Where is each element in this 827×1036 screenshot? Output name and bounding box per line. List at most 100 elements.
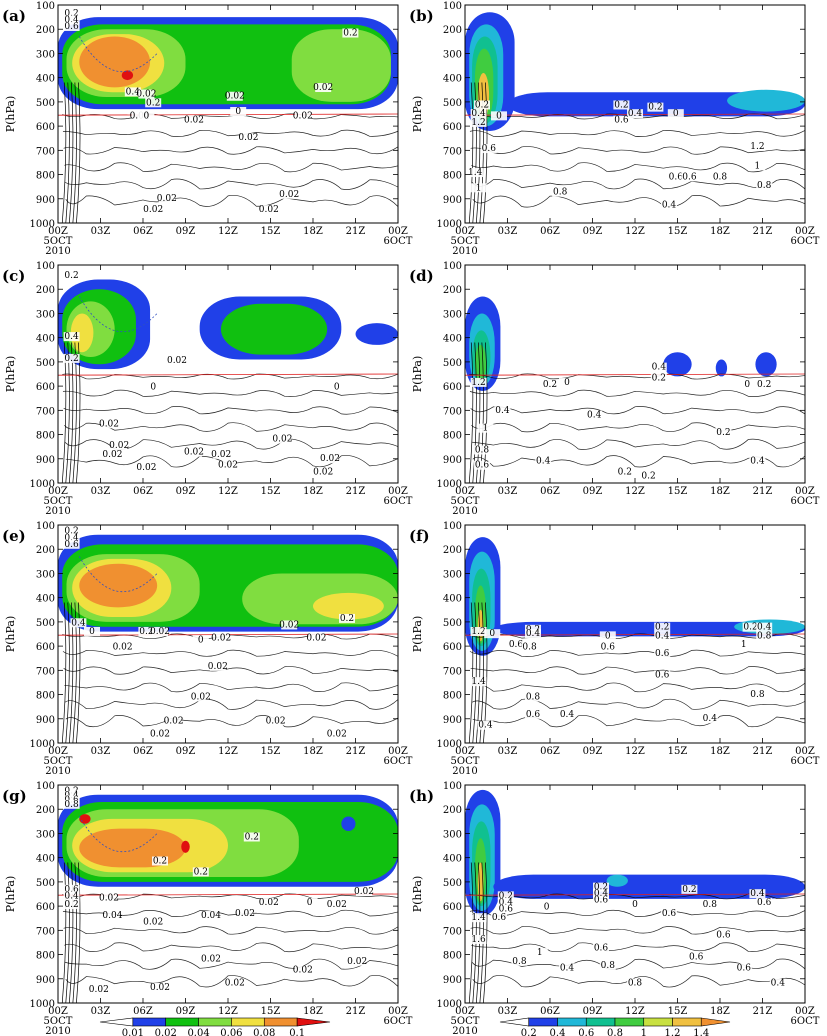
contour-label-bg [315,467,332,477]
x-tick-label: 18Z [303,746,323,757]
contour-label-bg [186,115,202,125]
y-tick-label: 1000 [30,479,55,490]
y-tick-label: 700 [443,666,462,677]
contour-label: 0.02 [157,194,177,204]
contour-label: 0.2 [743,623,757,633]
contour-label-bg [213,449,230,459]
contour-label: 0.02 [354,887,374,897]
x-tick-label: 00Z [48,746,68,757]
contour-label-bg [145,917,162,927]
contour-label: 0.6 [475,461,490,471]
dotted-contour [78,296,158,332]
y-tick-label: 900 [443,975,462,986]
y-tick-label: 900 [36,715,55,726]
x-end-date: 6OCT [791,496,820,507]
shaded-region [715,359,728,377]
contour-label-bg [101,893,117,903]
x-tick-label: 06Z [133,226,153,237]
contour-label: 0.02 [279,620,299,630]
contour-label-bg [70,618,87,628]
contour-label-bg [145,98,162,108]
y-tick-label: 500 [443,878,462,889]
contour-line [471,698,806,710]
contour-label-bg [749,161,766,171]
x-tick-label: 09Z [583,486,603,497]
contour-line [64,958,399,970]
x-tick-label: 03Z [91,486,111,497]
y-tick-label: 700 [36,146,55,157]
contour-label-bg [712,172,728,182]
panel-g: 0.20.40.60.80.60.40.20.20.20.20.020.040.… [2,781,413,1036]
x-tick-label: 03Z [498,746,518,757]
contour-line [64,422,399,432]
y-tick-label: 500 [36,98,55,109]
contour-label-bg [701,714,718,724]
panel-letter: (b) [409,7,434,25]
x-tick-label: 12Z [625,486,645,497]
y-axis-label: P(hPa) [411,96,424,133]
contour-label-bg [654,648,671,658]
contour-label-bg [749,456,766,466]
x-tick-label: 00Z [388,746,408,757]
contour-label-bg [756,380,773,390]
contour-label: 0.2 [757,380,771,390]
panel-letter: (g) [2,787,27,805]
contour-label-bg [650,362,667,372]
contour-label: 0.2 [64,271,78,281]
contour-label-bg [243,832,260,842]
contour-label: 0 [744,380,750,390]
contour-label-bg [203,910,219,920]
contour-label-bg [114,642,131,652]
contour-label-bg [203,954,219,964]
x-tick-label: 00Z [388,486,408,497]
y-tick-label: 1000 [437,999,462,1010]
colorbar-segment [198,1017,232,1027]
contour-label-bg [756,897,773,907]
contour-label-bg [613,115,630,125]
y-tick-label: 100 [443,781,462,792]
contour-label-bg [538,902,555,912]
y-tick-label: 300 [443,569,462,580]
contour-label: 1.6 [471,935,486,945]
contour-label: 0.02 [143,205,163,215]
y-tick-label: 500 [443,358,462,369]
contour-label: 0.02 [306,634,326,644]
x-tick-label: 03Z [498,1006,518,1017]
contour-label: 1.4 [468,168,483,178]
colorbar-segment [132,1017,167,1027]
y-tick-label: 1000 [30,999,55,1010]
y-axis-label: P(hPa) [4,616,17,653]
contour-line [472,195,806,208]
contour-label: 0.4 [471,109,486,119]
y-tick-label: 300 [443,49,462,60]
x-start-year: 2010 [452,766,477,777]
contour-label-bg [230,107,247,116]
contour-label: 0.02 [320,454,340,464]
contour-label: 0.02 [113,642,133,652]
shaded-region [355,323,398,345]
panel-c: 0.20.40.2 0.020 00.020.020.020.020.020.020… [2,261,413,517]
contour-label-bg [756,631,773,641]
y-tick-label: 400 [443,74,462,85]
x-tick-label: 18Z [303,486,323,497]
x-tick-label: 09Z [583,1006,603,1017]
x-start-date: 5OCT [451,1016,480,1027]
contour-label-bg [63,533,80,543]
x-tick-label: 21Z [753,1006,773,1017]
x-tick-label: 21Z [346,226,366,237]
contour-label: 0.8 [628,979,643,989]
contour-label-bg [237,908,253,918]
contour-label-bg [650,373,667,383]
contour-label-bg [63,271,80,281]
contour-label: 0.02 [225,92,245,102]
colorbar-label: 0.1 [289,1028,305,1036]
contour-label: 0.02 [150,729,170,739]
y-tick-label: 400 [36,74,55,85]
x-tick-label: 09Z [176,746,196,757]
contour-label-bg [508,640,524,650]
y-tick-label: 400 [443,854,462,865]
panel-h: 0.20.40.61.4 0.601.60.20.40.60.80.60.800.… [409,781,820,1036]
x-tick-label: 00Z [455,1006,475,1017]
contour-label-bg [470,117,487,127]
